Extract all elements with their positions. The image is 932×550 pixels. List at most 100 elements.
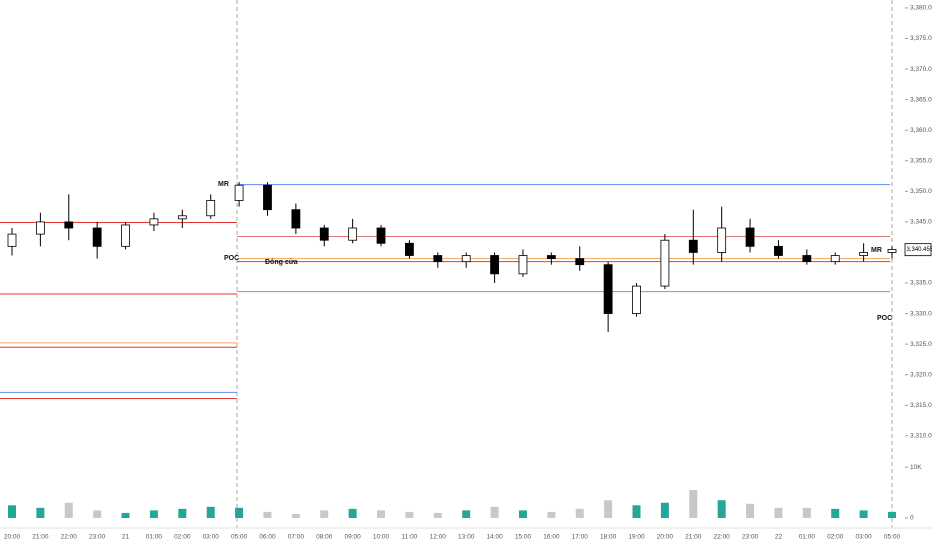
y-tick-label: 3,330.000	[910, 310, 932, 317]
x-tick-label: 17:00	[572, 534, 589, 541]
annotation: Đóng cửa	[265, 259, 298, 266]
candle-body	[433, 255, 443, 263]
candle-body	[688, 239, 698, 253]
volume-bar	[36, 507, 45, 518]
x-tick-label: 14:00	[486, 534, 503, 541]
volume-bar	[689, 490, 698, 518]
volume-bar	[433, 512, 442, 518]
volume-bar	[490, 506, 499, 518]
x-tick-label: 11:00	[402, 534, 418, 541]
x-tick-label: 20:00	[657, 534, 674, 541]
candle-body	[745, 227, 755, 247]
volume-bar	[518, 510, 527, 518]
candle-body	[348, 227, 358, 241]
x-tick-label: 01:00	[146, 534, 163, 541]
x-tick-label: 21	[122, 534, 130, 541]
volume-bar	[575, 508, 584, 518]
annotation: POC	[877, 315, 892, 322]
x-tick-label: 07:00	[288, 534, 305, 541]
candle-body	[206, 200, 216, 217]
candle-body	[35, 221, 45, 235]
volume-bar	[462, 510, 471, 518]
candle-body	[660, 239, 670, 287]
volume-bar	[859, 510, 868, 518]
x-tick-label: 22:00	[714, 534, 731, 541]
candle-body	[121, 224, 130, 247]
y-tick-label: 3,355.000	[910, 157, 932, 164]
volume-bar	[717, 500, 726, 518]
x-tick-label: 05:00	[884, 534, 901, 541]
candle-body	[717, 227, 727, 253]
candle-body	[546, 255, 556, 259]
x-tick-label: 10:00	[373, 534, 390, 541]
x-tick-label: 18:00	[600, 534, 617, 541]
volume-bar	[405, 511, 414, 518]
x-tick-label: 23:00	[742, 534, 759, 541]
volume-bar	[774, 507, 783, 518]
candle-body	[149, 218, 159, 226]
volume-bar	[547, 511, 556, 518]
volume-tick-label: 0	[910, 515, 914, 522]
candle-body	[802, 255, 812, 263]
volume-bar	[802, 507, 811, 518]
x-tick-label: 03:00	[203, 534, 220, 541]
candle-body	[263, 184, 272, 211]
volume-bar	[320, 510, 329, 518]
candle-body	[461, 255, 471, 263]
candle-body	[7, 233, 17, 247]
last-price-box	[904, 243, 932, 257]
volume-bar	[831, 508, 840, 518]
candle-body	[291, 209, 301, 229]
y-tick-label: 3,325.000	[910, 341, 932, 348]
x-tick-label: 16:00	[543, 534, 560, 541]
volume-bar	[263, 511, 272, 518]
volume-bar	[746, 503, 755, 518]
x-tick-label: 22	[775, 534, 783, 541]
volume-bar	[377, 510, 386, 518]
volume-bar	[121, 512, 130, 518]
candle-body	[490, 255, 499, 275]
y-tick-label: 3,335.000	[910, 280, 932, 287]
x-tick-label: 19:00	[628, 534, 645, 541]
x-tick-label: 20:00	[4, 534, 21, 541]
y-tick-label: 3,310.000	[910, 433, 932, 440]
volume-bar	[632, 505, 641, 518]
x-tick-label: 22:00	[61, 534, 78, 541]
x-tick-label: 09:00	[345, 534, 362, 541]
volume-tick-label: 10K	[910, 464, 922, 471]
annotation: POC	[224, 255, 239, 262]
x-tick-label: 15:00	[515, 534, 532, 541]
y-tick-label: 3,320.000	[910, 371, 932, 378]
candle-body	[376, 227, 386, 244]
y-tick-label: 3,345.000	[910, 219, 932, 226]
x-tick-label: 08:00	[316, 534, 333, 541]
annotation: MR	[871, 247, 882, 254]
candle-body	[319, 227, 329, 241]
y-tick-label: 3,350.000	[910, 188, 932, 195]
candle-body	[234, 184, 244, 201]
y-tick-label: 3,375.000	[910, 35, 932, 42]
candle-body	[64, 221, 74, 229]
volume-bar	[660, 502, 669, 518]
candle-body	[887, 248, 897, 253]
volume-bar	[8, 505, 16, 518]
candle-body	[859, 252, 869, 256]
volume-bar	[178, 508, 187, 518]
volume-bar	[888, 511, 896, 518]
last-price-label: 3,340.455	[907, 247, 932, 253]
x-tick-label: 03:00	[855, 534, 872, 541]
volume-bar	[235, 507, 244, 518]
volume-bar	[93, 510, 102, 518]
volume-bar	[348, 508, 357, 518]
y-tick-label: 3,360.000	[910, 127, 932, 134]
volume-bar	[206, 506, 215, 518]
candle-body	[405, 242, 414, 256]
volume-bar	[149, 510, 158, 518]
volume-bar	[604, 500, 613, 518]
candle-body	[830, 255, 840, 263]
x-tick-label: 01:00	[799, 534, 816, 541]
x-tick-label: 05:00	[231, 534, 248, 541]
